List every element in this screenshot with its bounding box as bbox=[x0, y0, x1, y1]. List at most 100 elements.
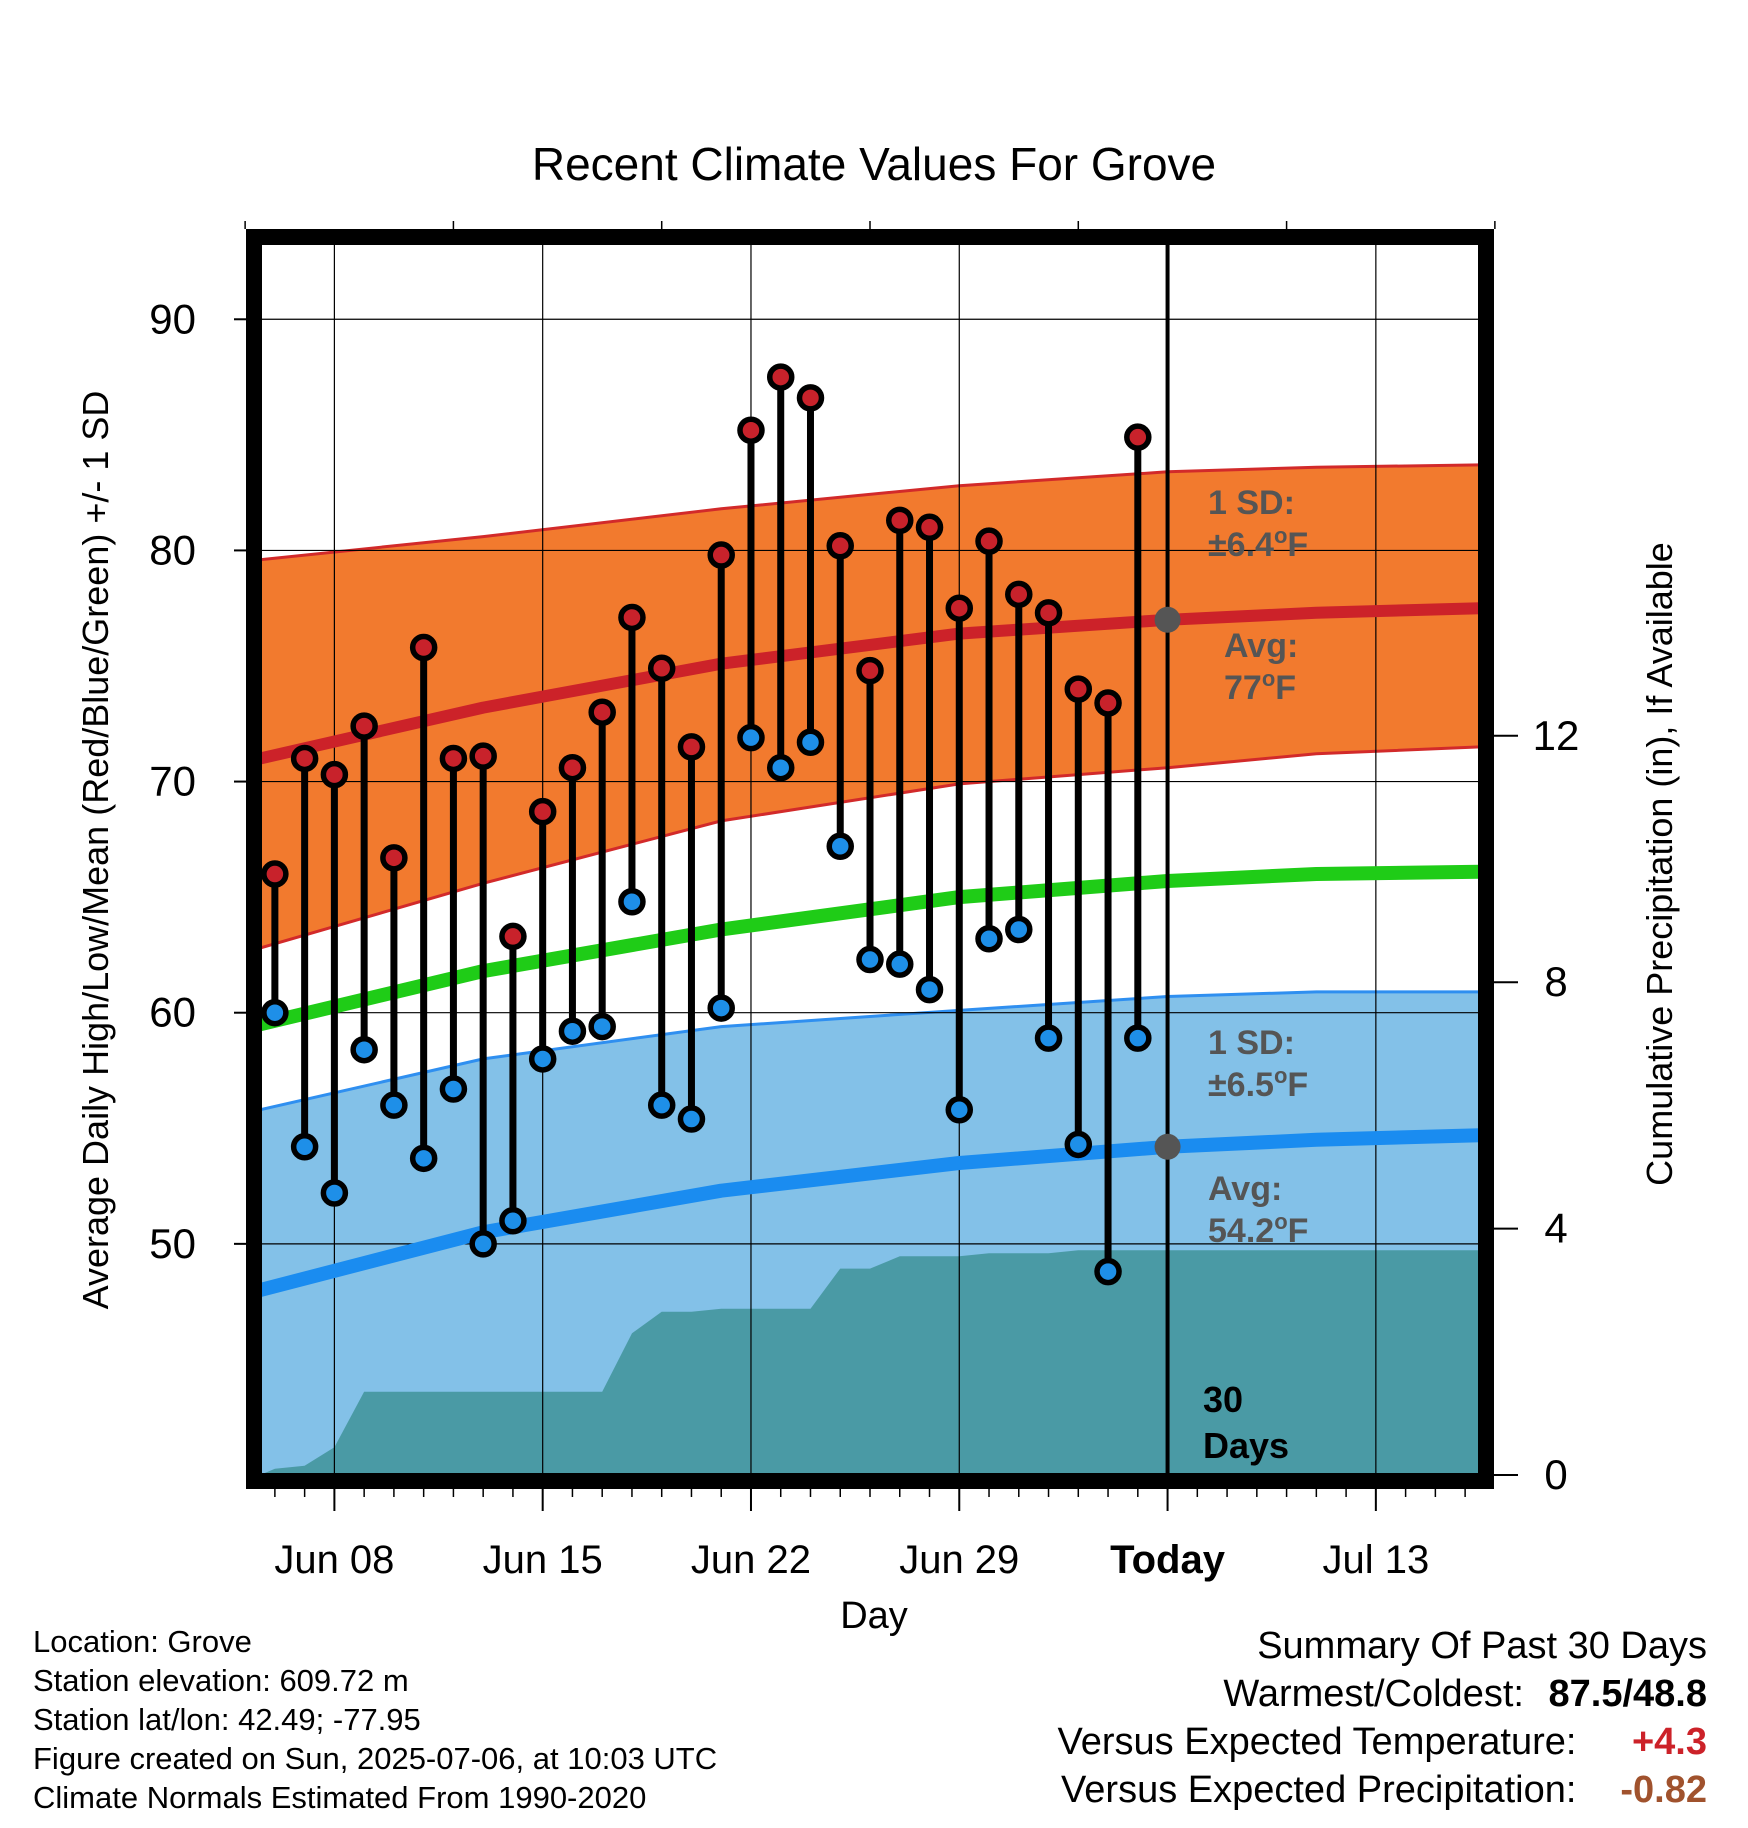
daily-low-point bbox=[647, 1091, 676, 1119]
daily-low-point bbox=[350, 1035, 378, 1064]
daily-low-point bbox=[737, 723, 765, 752]
high-sd-annotation-value: ±6.4 bbox=[1208, 526, 1274, 564]
daily-low-point bbox=[707, 994, 735, 1022]
y2-tick-label: 8 bbox=[1544, 958, 1567, 1005]
high-avg-annotation-value: 77 bbox=[1224, 669, 1262, 707]
daily-low-point bbox=[1124, 1024, 1152, 1052]
daily-high-point bbox=[975, 527, 1003, 555]
daily-low-point bbox=[558, 1017, 587, 1045]
daily-high-point bbox=[409, 633, 438, 662]
low-avg-annotation-value: 54.2 bbox=[1208, 1212, 1274, 1250]
daily-high-point bbox=[647, 654, 676, 683]
y-tick-label: 60 bbox=[149, 989, 196, 1036]
high-avg-annotation-line1: Avg: bbox=[1224, 627, 1298, 665]
daily-high-point bbox=[766, 363, 795, 391]
daily-high-point bbox=[528, 797, 557, 826]
daily-low-point bbox=[1064, 1130, 1093, 1159]
high-sd-annotation-unit: F bbox=[1287, 526, 1308, 564]
daily-high-point bbox=[320, 760, 349, 789]
daily-low-point bbox=[945, 1096, 974, 1124]
high-avg-annotation-line2: 77oF bbox=[1224, 666, 1296, 707]
daily-high-point bbox=[1124, 423, 1152, 451]
high-avg-annotation-degree: o bbox=[1262, 666, 1275, 691]
daily-high-point bbox=[350, 712, 378, 740]
daily-high-point bbox=[915, 513, 944, 542]
daily-low-point bbox=[469, 1230, 497, 1258]
daily-high-point bbox=[499, 922, 527, 951]
low-avg-annotation-line2: 54.2oF bbox=[1208, 1209, 1308, 1250]
today-high-avg-marker bbox=[1154, 606, 1181, 633]
daily-low-point bbox=[975, 924, 1003, 953]
high-sd-annotation-line1: 1 SD: bbox=[1208, 484, 1295, 522]
daily-low-point bbox=[588, 1012, 616, 1041]
daily-high-point bbox=[826, 532, 854, 560]
daily-high-point bbox=[1094, 689, 1122, 717]
daily-high-point bbox=[469, 742, 497, 770]
daily-high-point bbox=[261, 860, 289, 888]
daily-low-point bbox=[1005, 915, 1033, 944]
daily-low-point bbox=[290, 1133, 319, 1161]
daily-high-point bbox=[707, 541, 735, 569]
today-days-label: 30 bbox=[1203, 1379, 1243, 1420]
y-tick-label: 70 bbox=[149, 758, 196, 805]
daily-low-point bbox=[886, 950, 914, 978]
x-tick-label: Jun 22 bbox=[691, 1538, 811, 1582]
y2-tick-label: 12 bbox=[1533, 712, 1580, 759]
daily-low-point bbox=[409, 1144, 438, 1173]
y-tick-label: 50 bbox=[149, 1220, 196, 1267]
summary-title: Summary Of Past 30 Days bbox=[1257, 1625, 1707, 1667]
daily-high-point bbox=[558, 753, 587, 782]
daily-low-point bbox=[915, 975, 944, 1004]
daily-low-point bbox=[677, 1105, 706, 1133]
x-tick-label: Jul 13 bbox=[1322, 1538, 1429, 1582]
y-axis-label: Average Daily High/Low/Mean (Red/Blue/Gr… bbox=[75, 391, 116, 1310]
daily-high-point bbox=[945, 594, 974, 622]
daily-low-point bbox=[528, 1045, 557, 1073]
low-avg-annotation-degree: o bbox=[1274, 1209, 1287, 1234]
warmest-value: 87.5/48.8 bbox=[1548, 1673, 1707, 1715]
x-axis-label: Day bbox=[840, 1595, 908, 1637]
daily-high-point bbox=[737, 416, 765, 444]
high-sd-annotation-degree: o bbox=[1274, 523, 1287, 548]
summary-precip-row: Versus Expected Precipitation: -0.82 bbox=[1058, 1766, 1707, 1814]
x-tick-label: Today bbox=[1110, 1538, 1226, 1582]
daily-low-point bbox=[618, 888, 646, 916]
location-text: Location: Grove bbox=[33, 1624, 252, 1659]
daily-high-point bbox=[677, 733, 706, 761]
precipitation-area bbox=[260, 1250, 1480, 1475]
warmest-label: Warmest/Coldest: bbox=[1223, 1673, 1524, 1715]
y-tick-label: 90 bbox=[149, 295, 196, 342]
x-tick-label: Jun 29 bbox=[899, 1538, 1019, 1582]
precip-value: -0.82 bbox=[1620, 1769, 1707, 1811]
daily-high-point bbox=[1064, 675, 1093, 703]
daily-low-point bbox=[796, 728, 825, 757]
summary-temp-row: Versus Expected Temperature: +4.3 bbox=[1058, 1718, 1707, 1766]
temp-value: +4.3 bbox=[1631, 1721, 1707, 1763]
elevation-text: Station elevation: 609.72 m bbox=[33, 1663, 409, 1698]
daily-high-point bbox=[886, 506, 914, 535]
daily-high-point bbox=[588, 698, 616, 726]
daily-low-point bbox=[856, 945, 884, 974]
daily-low-point bbox=[261, 998, 289, 1027]
daily-high-point bbox=[380, 844, 408, 872]
daily-low-point bbox=[766, 753, 795, 782]
low-sd-annotation-line1: 1 SD: bbox=[1208, 1024, 1295, 1062]
plot-frame bbox=[246, 229, 1494, 1489]
station-info: Location: Grove Station elevation: 609.7… bbox=[33, 1622, 717, 1817]
daily-high-point bbox=[439, 744, 468, 773]
y-tick-label: 80 bbox=[149, 526, 196, 573]
daily-high-point bbox=[1005, 580, 1033, 609]
daily-low-point bbox=[439, 1075, 468, 1103]
daily-high-point bbox=[290, 744, 319, 773]
y2-tick-label: 4 bbox=[1544, 1205, 1567, 1252]
low-sd-annotation-degree: o bbox=[1274, 1063, 1287, 1088]
low-avg-annotation-unit: F bbox=[1288, 1212, 1309, 1250]
daily-low-point bbox=[1034, 1024, 1063, 1052]
today-low-avg-marker bbox=[1154, 1133, 1181, 1160]
daily-low-point bbox=[499, 1206, 527, 1235]
high-avg-annotation-unit: F bbox=[1275, 669, 1296, 707]
today-days-label: Days bbox=[1203, 1425, 1289, 1466]
